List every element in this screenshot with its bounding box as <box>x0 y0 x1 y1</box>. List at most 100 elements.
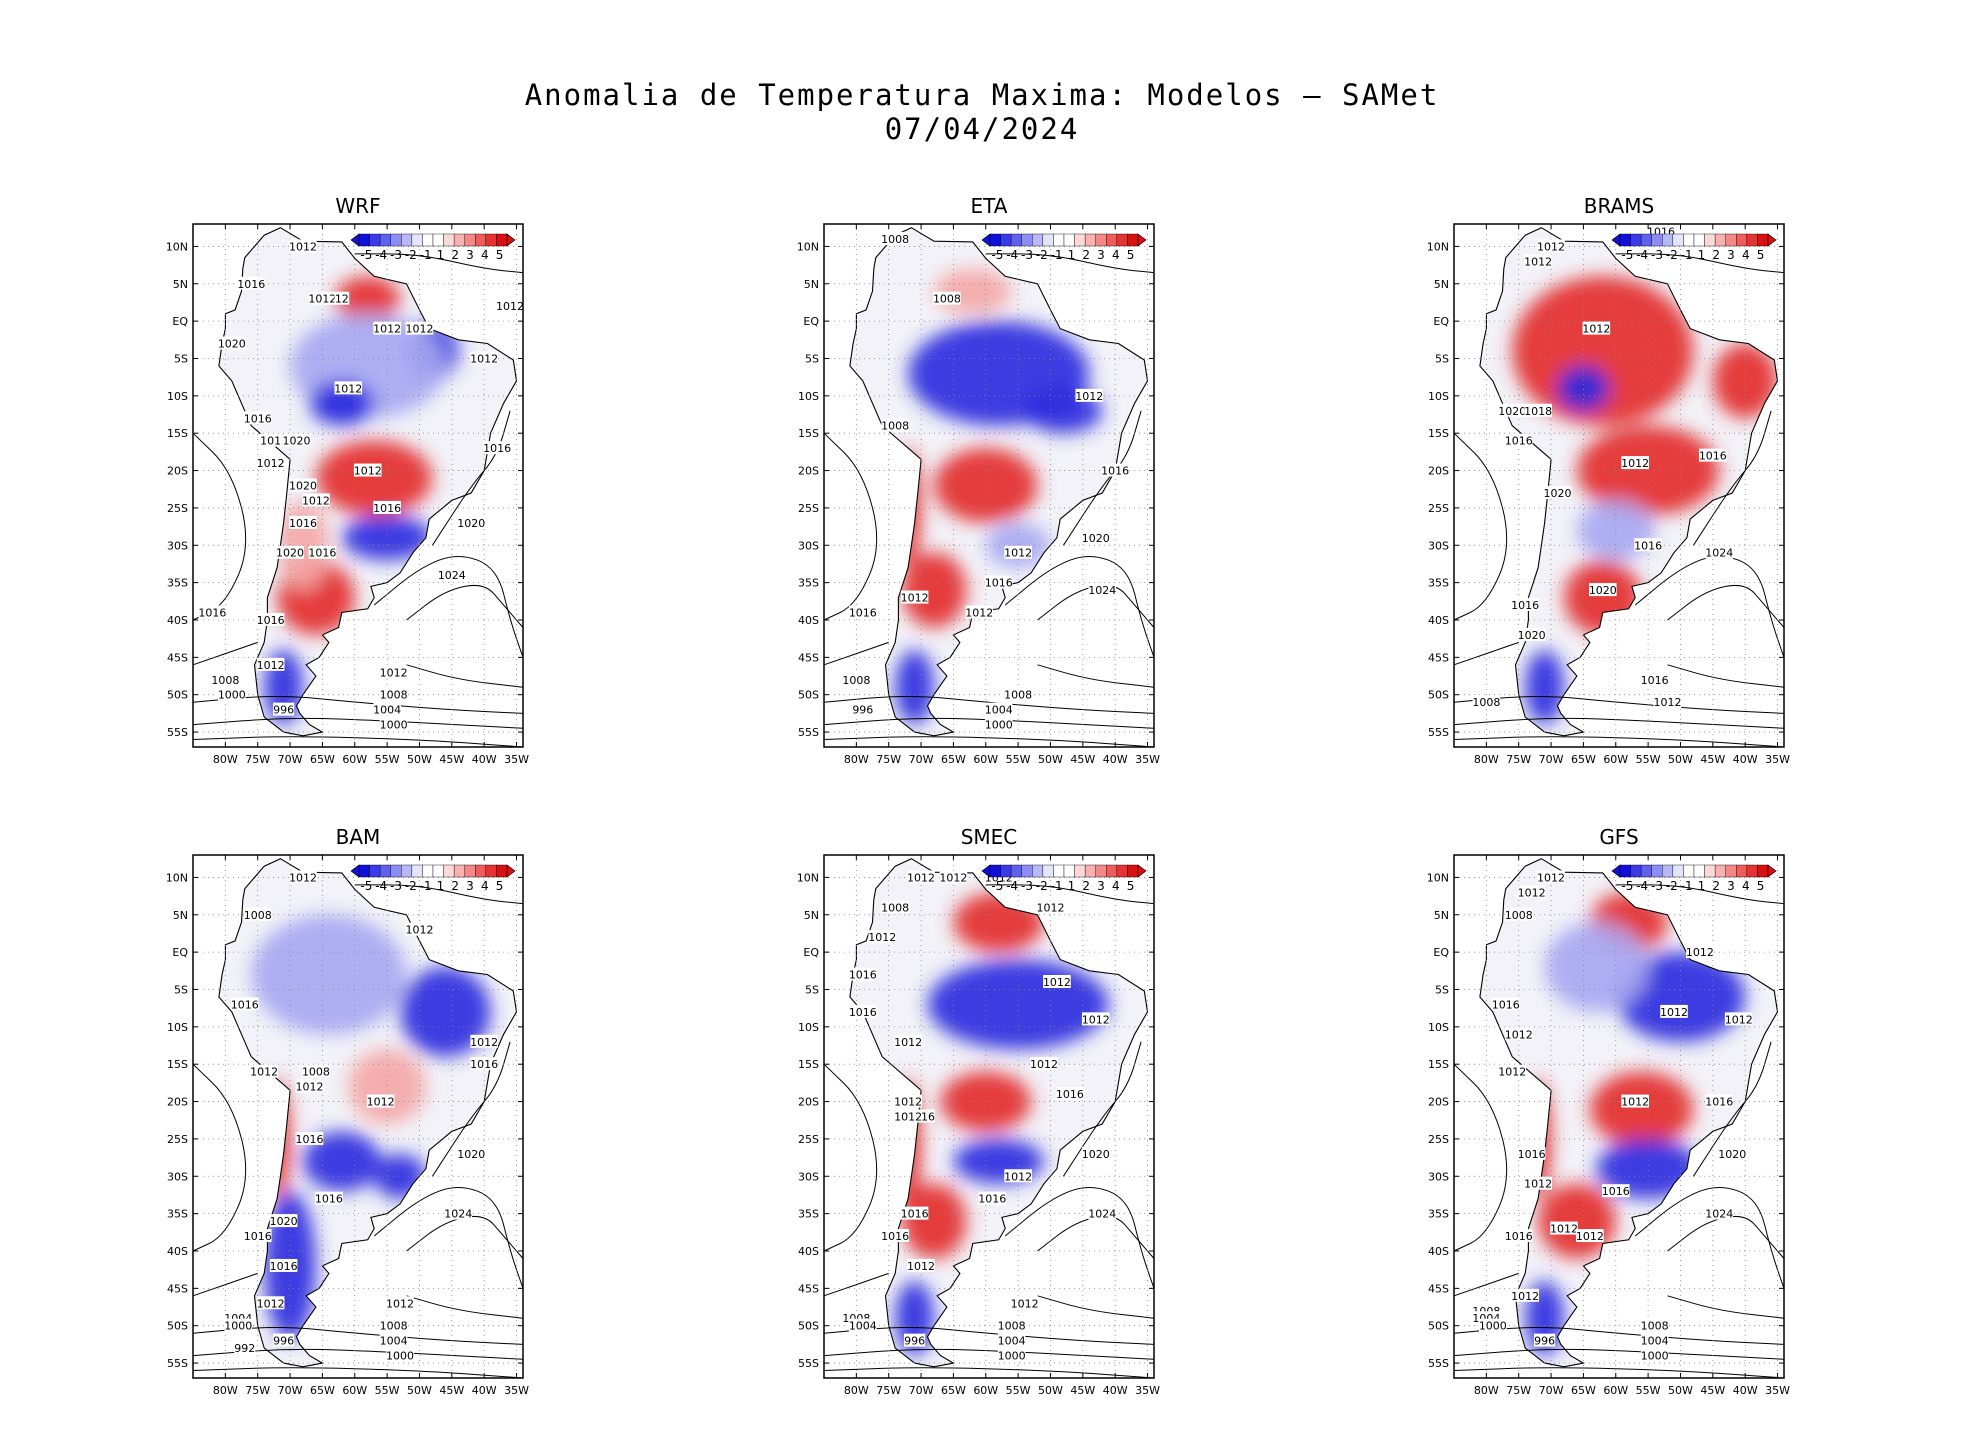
colorbar-swatch <box>1032 233 1044 247</box>
colorbar-swatch <box>453 233 465 247</box>
lat-tick-label: 30S <box>1428 539 1449 552</box>
isobar-contours <box>823 253 1155 748</box>
isobar-value: 1016 <box>315 1193 343 1206</box>
lat-tick-label: 45S <box>1428 1282 1449 1295</box>
colorbar-swatch <box>1672 233 1684 247</box>
isobar-value: 1000 <box>380 719 408 732</box>
colorbar-swatch <box>1683 233 1695 247</box>
isobar-label: 1012 <box>295 1079 323 1094</box>
colorbar-label: -2 <box>405 248 417 262</box>
lon-tick-label: 35W <box>1135 753 1160 766</box>
lat-tick-label: 35S <box>1428 1208 1449 1221</box>
lat-tick-label: 20S <box>167 465 188 478</box>
colorbar-swatch <box>1010 233 1022 247</box>
colorbar-label: 5 <box>1757 248 1765 262</box>
colorbar-swatch <box>369 233 381 247</box>
lon-tick-label: 65W <box>1571 753 1596 766</box>
isobar-value: 1004 <box>985 704 1013 717</box>
isobar-value: 1020 <box>1544 487 1572 500</box>
colorbar-swatch <box>1106 864 1118 878</box>
colorbar-swatch <box>411 864 423 878</box>
isobar-value: 1020 <box>283 435 311 448</box>
isobar-value: 1016 <box>237 278 265 291</box>
isobar-line <box>985 253 1155 274</box>
isobar-value: 1012 <box>405 323 433 336</box>
colorbar-swatch <box>1640 233 1652 247</box>
isobar-line <box>823 1367 1155 1379</box>
colorbar-swatch <box>1074 864 1086 878</box>
colorbar-swatch <box>1042 864 1054 878</box>
isobar-label: 996 <box>903 1333 926 1348</box>
isobar-label: 1004 <box>998 1333 1026 1348</box>
isobar-label: 1012 <box>907 870 935 884</box>
map-frame <box>1453 223 1785 748</box>
colorbar-label: 1 <box>1698 879 1706 893</box>
axes: 10N 5N EQ 5S 10S 15S 20S 25S 30S 35S 40S 45S 50S 55S 8… <box>797 855 1160 1397</box>
isobar-label: 1000 <box>998 1348 1026 1363</box>
isobar-line <box>1004 1186 1155 1289</box>
isobar-value: 1008 <box>244 909 272 922</box>
isobar-value: 1024 <box>1088 1208 1116 1221</box>
isobar-value: 1012 <box>894 1111 922 1124</box>
lat-tick-label: 40S <box>167 614 188 627</box>
isobar-value: 992 <box>234 1342 255 1355</box>
lon-tick-label: 35W <box>504 1384 529 1397</box>
lon-tick-label: 60W <box>342 1384 367 1397</box>
lat-tick-label: EQ <box>172 315 188 328</box>
isobar-value: 1012 <box>308 293 336 306</box>
isobar-label: 1016 <box>1705 1094 1733 1109</box>
isobar-label: 1012 <box>868 930 896 944</box>
isobar-label: 1012 <box>1505 1027 1533 1041</box>
lon-tick-label: 75W <box>245 753 270 766</box>
isobar-value: 1008 <box>881 233 909 246</box>
isobar-value: 1012 <box>1621 457 1649 470</box>
lat-tick-label: 5N <box>1434 909 1449 922</box>
isobar-value: 1012 <box>1524 1178 1552 1191</box>
isobar-value: 1012 <box>289 240 317 253</box>
lon-tick-label: 45W <box>1700 753 1725 766</box>
colorbar-label: -3 <box>1021 879 1033 893</box>
isobar-value: 1024 <box>1705 547 1733 560</box>
isobar-value: 1008 <box>1004 689 1032 702</box>
isobar-value: 1016 <box>901 1208 929 1221</box>
colorbar-arrow-right <box>506 864 516 878</box>
colorbar-swatch <box>1127 864 1139 878</box>
lon-tick-label: 65W <box>941 753 966 766</box>
isobar-value: 1008 <box>211 674 239 687</box>
isobar-label: 1020 <box>1718 1146 1746 1161</box>
lat-tick-label: 5S <box>174 352 188 365</box>
isobar-value: 1016 <box>289 517 317 530</box>
lon-tick-label: 35W <box>1765 1384 1790 1397</box>
lat-tick-label: 40S <box>798 614 819 627</box>
lat-tick-label: 20S <box>1428 465 1449 478</box>
lat-tick-label: 55S <box>798 726 819 739</box>
isobar-label: 1012 <box>1576 1229 1604 1243</box>
colorbar-label: -2 <box>1036 879 1048 893</box>
lat-tick-label: 35S <box>798 577 819 590</box>
isobar-value: 1020 <box>457 517 485 530</box>
isobar-label: 1016 <box>1505 433 1533 448</box>
isobar-label: 1012 <box>1036 900 1064 914</box>
lat-tick-label: 25S <box>1428 1133 1449 1146</box>
isobar-value: 12 <box>335 293 349 306</box>
lat-tick-label: 5N <box>804 909 819 922</box>
colorbar-label: -3 <box>390 248 402 262</box>
isobar-value: 1016 <box>849 1006 877 1019</box>
lon-tick-label: 45W <box>1700 1384 1725 1397</box>
isobar-value: 1008 <box>1472 696 1500 709</box>
anomaly-region <box>1544 922 1649 1012</box>
isobar-label: 1016 <box>901 1206 929 1221</box>
isobar-line <box>1453 432 1508 621</box>
colorbar-label: 5 <box>496 248 504 262</box>
colorbar-label: 4 <box>1742 879 1750 893</box>
isobar-value: 1012 <box>405 924 433 937</box>
anomaly-region <box>303 1131 381 1192</box>
lat-tick-label: 45S <box>167 1282 188 1295</box>
isobar-label: 1024 <box>1088 583 1116 597</box>
isobar-value: 1012 <box>939 871 967 884</box>
isobar-value: 1004 <box>998 1335 1026 1348</box>
isobar-value: 1016 <box>1699 450 1727 463</box>
isobar-value: 1012 <box>1686 946 1714 959</box>
colorbar-swatch <box>485 233 497 247</box>
isobar-value: 1008 <box>842 674 870 687</box>
